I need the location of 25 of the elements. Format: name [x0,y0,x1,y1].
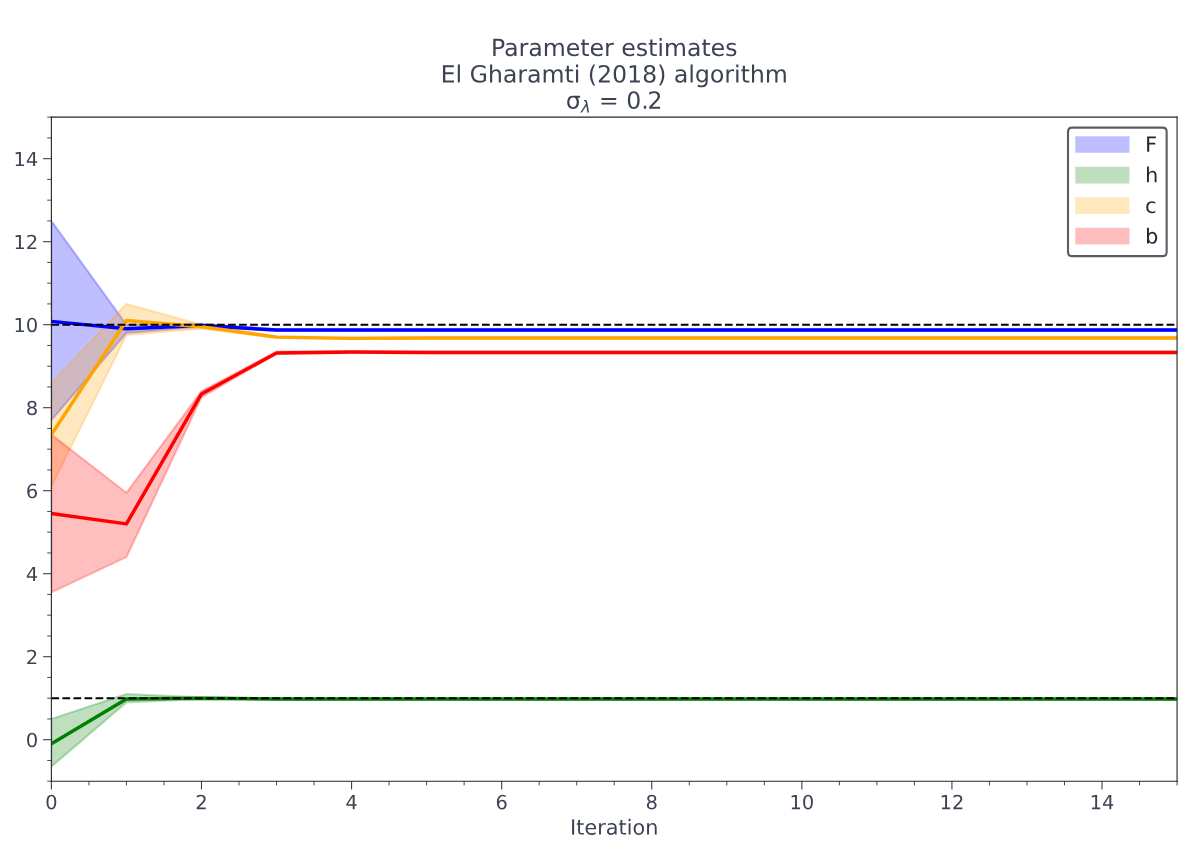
line-series [51,319,1178,332]
x-tick-label: 0 [46,794,57,810]
y-tick-label: 2 [27,649,37,665]
y-tick-label: 14 [15,151,38,167]
x-tick-label: 4 [346,794,357,810]
legend-label: c [1146,201,1156,214]
line-series [51,350,1178,526]
x-tick-label: 2 [196,794,206,810]
y-tick-label: 8 [27,400,37,416]
x-tick-label: 14 [1091,794,1114,810]
chart-title: Parameter estimates El Gharamti (2018) algorithm σ$_{λ}$ = 0.2 [442,38,786,113]
line-series [51,318,1178,437]
y-tick-label: 4 [26,566,38,582]
x-axis-title: Iteration [572,818,657,835]
y-tick-label: 0 [27,732,37,748]
legend-label: F [1147,136,1156,152]
x-tick-label: 10 [791,794,813,810]
y-tick-label: 6 [27,483,37,499]
x-tick-label: 6 [496,794,507,810]
x-tick-label: 8 [646,794,657,810]
legend-label: b [1146,227,1158,244]
y-tick-label: 12 [15,234,37,250]
legend-label: h [1146,166,1157,183]
x-tick-label: 12 [941,794,963,810]
y-tick-label: 10 [15,317,37,333]
